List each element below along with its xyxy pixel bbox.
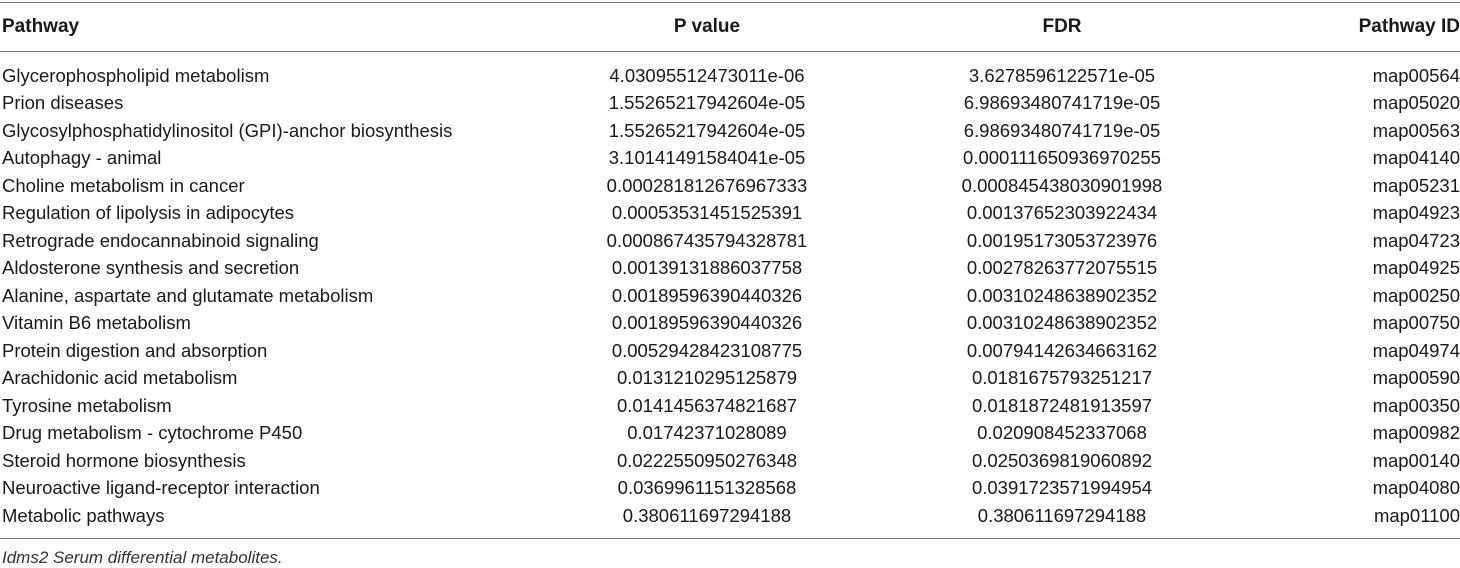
column-header-pathway-id: Pathway ID: [1358, 16, 1460, 37]
column-header-pathway: Pathway: [2, 16, 80, 37]
cell-pathway-id: map04974: [1372, 339, 1460, 361]
cell-fdr: 0.380611697294188: [977, 504, 1147, 526]
cell-pathway-id: map05020: [1372, 92, 1460, 114]
cell-pathway: Regulation of lipolysis in adipocytes: [2, 202, 295, 224]
table-bottom-rule: [0, 538, 1460, 539]
cell-fdr: 0.00310248638902352: [966, 312, 1158, 334]
cell-pathway-id: map00250: [1372, 284, 1460, 306]
header-row: Pathway P value FDR Pathway ID: [0, 3, 1460, 51]
table-footnote: Idms2 Serum differential metabolites.: [2, 548, 283, 567]
cell-p-value: 0.000867435794328781: [606, 229, 808, 251]
cell-fdr: 0.00137652303922434: [966, 202, 1158, 224]
cell-pathway: Alanine, aspartate and glutamate metabol…: [2, 284, 374, 306]
cell-pathway-id: map00590: [1372, 367, 1460, 389]
table-row: Retrograde endocannabinoid signaling 0.00…: [0, 227, 1460, 255]
table-row: Alanine, aspartate and glutamate metabol…: [0, 282, 1460, 310]
cell-fdr: 0.020908452337068: [977, 422, 1147, 444]
cell-pathway: Tyrosine metabolism: [2, 394, 172, 416]
cell-pathway-id: map04925: [1372, 257, 1460, 279]
header-divider-rule: [0, 51, 1460, 52]
cell-pathway-id: map00750: [1372, 312, 1460, 334]
cell-p-value: 1.55265217942604e-05: [608, 92, 806, 114]
cell-p-value: 0.01742371028089: [627, 422, 787, 444]
cell-fdr: 0.0250369819060892: [971, 449, 1153, 471]
table-top-rule: [0, 2, 1460, 3]
cell-pathway-id: map00982: [1372, 422, 1460, 444]
cell-fdr: 0.0391723571994954: [971, 477, 1153, 499]
table-row: Drug metabolism - cytochrome P450 0.01742…: [0, 420, 1460, 448]
cell-pathway-id: map04140: [1372, 147, 1460, 169]
cell-pathway-id: map05231: [1372, 174, 1460, 196]
cell-pathway-id: map04923: [1372, 202, 1460, 224]
cell-fdr: 0.0181675793251217: [971, 367, 1153, 389]
table-row: Vitamin B6 metabolism 0.00189596390440326…: [0, 310, 1460, 338]
cell-fdr: 3.6278596122571e-05: [968, 64, 1156, 86]
table-row: Steroid hormone biosynthesis 0.0222550950…: [0, 447, 1460, 475]
cell-fdr: 6.98693480741719e-05: [963, 119, 1161, 141]
cell-p-value: 0.00053531451525391: [611, 202, 803, 224]
table-row: Tyrosine metabolism 0.0141456374821687 0.0…: [0, 392, 1460, 420]
cell-p-value: 0.0131210295125879: [616, 367, 798, 389]
table-row: Metabolic pathways 0.380611697294188 0.380…: [0, 502, 1460, 530]
table-row: Neuroactive ligand-receptor interaction 0…: [0, 475, 1460, 503]
cell-pathway: Drug metabolism - cytochrome P450: [2, 422, 303, 444]
table-row: Protein digestion and absorption 0.005294…: [0, 337, 1460, 365]
cell-fdr: 6.98693480741719e-05: [963, 92, 1161, 114]
cell-pathway-id: map04723: [1372, 229, 1460, 251]
cell-p-value: 0.00139131886037758: [611, 257, 803, 279]
cell-pathway-id: map00564: [1372, 64, 1460, 86]
cell-pathway: Neuroactive ligand-receptor interaction: [2, 477, 320, 499]
cell-p-value: 0.0141456374821687: [616, 394, 798, 416]
table-row: Regulation of lipolysis in adipocytes 0.0…: [0, 200, 1460, 228]
cell-p-value: 1.55265217942604e-05: [608, 119, 806, 141]
cell-pathway: Aldosterone synthesis and secretion: [2, 257, 300, 279]
cell-fdr: 0.00195173053723976: [966, 229, 1158, 251]
cell-p-value: 3.10141491584041e-05: [608, 147, 806, 169]
cell-pathway: Arachidonic acid metabolism: [2, 367, 238, 389]
cell-fdr: 0.00794142634663162: [966, 339, 1158, 361]
cell-pathway: Glycerophospholipid metabolism: [2, 64, 270, 86]
table-row: Autophagy - animal 3.10141491584041e-05 0.…: [0, 145, 1460, 173]
cell-pathway-id: map00140: [1372, 449, 1460, 471]
cell-pathway-id: map04080: [1372, 477, 1460, 499]
table-body: Glycerophospholipid metabolism 4.03095512…: [0, 62, 1460, 530]
cell-pathway-id: map00563: [1372, 119, 1460, 141]
cell-pathway: Retrograde endocannabinoid signaling: [2, 229, 319, 251]
cell-pathway: Vitamin B6 metabolism: [2, 312, 191, 334]
cell-p-value: 0.00189596390440326: [611, 312, 803, 334]
cell-pathway: Protein digestion and absorption: [2, 339, 268, 361]
cell-pathway-id: map01100: [1373, 504, 1460, 526]
column-header-fdr: FDR: [1042, 16, 1082, 37]
cell-p-value: 0.00189596390440326: [611, 284, 803, 306]
column-header-p-value: P value: [673, 16, 741, 37]
cell-fdr: 0.00278263772075515: [966, 257, 1158, 279]
cell-p-value: 0.380611697294188: [622, 504, 792, 526]
table-header: Pathway P value FDR Pathway ID: [0, 3, 1460, 51]
cell-p-value: 4.03095512473011e-06: [609, 64, 805, 86]
cell-pathway-id: map00350: [1372, 394, 1460, 416]
cell-p-value: 0.0369961151328568: [617, 477, 797, 499]
cell-pathway: Glycosylphosphatidylinositol (GPI)-ancho…: [2, 119, 453, 141]
cell-fdr: 0.0181872481913597: [971, 394, 1153, 416]
table-row: Glycosylphosphatidylinositol (GPI)-ancho…: [0, 117, 1460, 145]
cell-fdr: 0.000845438030901998: [961, 174, 1163, 196]
cell-p-value: 0.00529428423108775: [611, 339, 803, 361]
cell-pathway: Prion diseases: [2, 92, 124, 114]
cell-fdr: 0.000111650936970255: [963, 147, 1161, 169]
cell-p-value: 0.0222550950276348: [616, 449, 798, 471]
cell-pathway: Autophagy - animal: [2, 147, 162, 169]
cell-pathway: Steroid hormone biosynthesis: [2, 449, 246, 471]
table-row: Choline metabolism in cancer 0.0002818126…: [0, 172, 1460, 200]
cell-fdr: 0.00310248638902352: [966, 284, 1158, 306]
cell-pathway: Metabolic pathways: [2, 504, 165, 526]
table-row: Glycerophospholipid metabolism 4.03095512…: [0, 62, 1460, 90]
cell-pathway: Choline metabolism in cancer: [2, 174, 245, 196]
cell-p-value: 0.000281812676967333: [606, 174, 808, 196]
table-row: Prion diseases 1.55265217942604e-05 6.9869…: [0, 90, 1460, 118]
table-row: Arachidonic acid metabolism 0.01312102951…: [0, 365, 1460, 393]
table-row: Aldosterone synthesis and secretion 0.001…: [0, 255, 1460, 283]
